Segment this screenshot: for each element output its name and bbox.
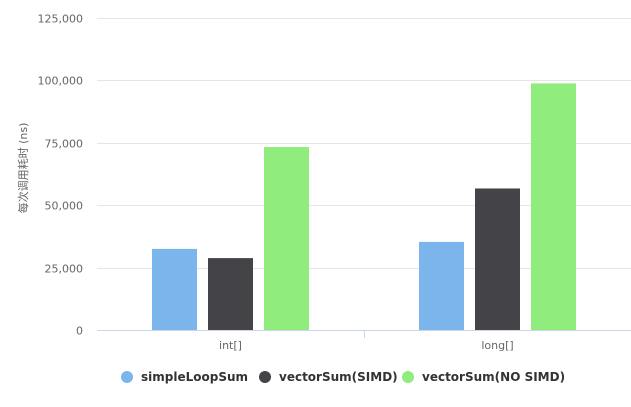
y-tick-label: 50,000 (45, 200, 84, 213)
y-tick-label: 25,000 (45, 263, 84, 276)
legend-item-vectorSum(SIMD)[interactable]: vectorSum(SIMD) (259, 370, 398, 384)
x-axis-tick-labels: int[] long[] (219, 330, 514, 352)
legend-item-simpleLoopSum[interactable]: simpleLoopSum (121, 370, 248, 384)
legend-label: simpleLoopSum (141, 370, 248, 384)
y-tick-label: 100,000 (38, 75, 84, 88)
y-tick-label: 0 (76, 325, 83, 338)
legend-swatch-icon (259, 371, 271, 383)
bar-vectorSum(SIMD)-long[][interactable] (475, 188, 520, 330)
legend-swatch-icon (121, 371, 133, 383)
legend-swatch-icon (402, 371, 414, 383)
bar-simpleLoopSum-int[][interactable] (152, 248, 197, 330)
y-tick-label: 75,000 (45, 138, 84, 151)
legend-item-vectorSum(NO SIMD)[interactable]: vectorSum(NO SIMD) (402, 370, 565, 384)
bars (152, 83, 576, 330)
bar-vectorSum(NO SIMD)-long[][interactable] (531, 83, 576, 330)
legend-label: vectorSum(NO SIMD) (422, 370, 565, 384)
y-axis-tick-labels: 0 25,000 50,000 75,000 100,000 125,000 (38, 13, 84, 338)
bar-vectorSum(SIMD)-int[][interactable] (208, 258, 253, 330)
y-tick-label: 125,000 (38, 13, 84, 26)
x-tick-label: int[] (219, 339, 242, 352)
bar-vectorSum(NO SIMD)-int[][interactable] (264, 147, 309, 330)
legend-label: vectorSum(SIMD) (279, 370, 398, 384)
x-tick-label: long[] (481, 339, 513, 352)
legend: simpleLoopSum vectorSum(SIMD) vectorSum(NO… (121, 370, 565, 384)
bar-simpleLoopSum-long[][interactable] (419, 241, 464, 330)
y-axis-title: 每次调用耗时 (ns) (16, 123, 30, 214)
